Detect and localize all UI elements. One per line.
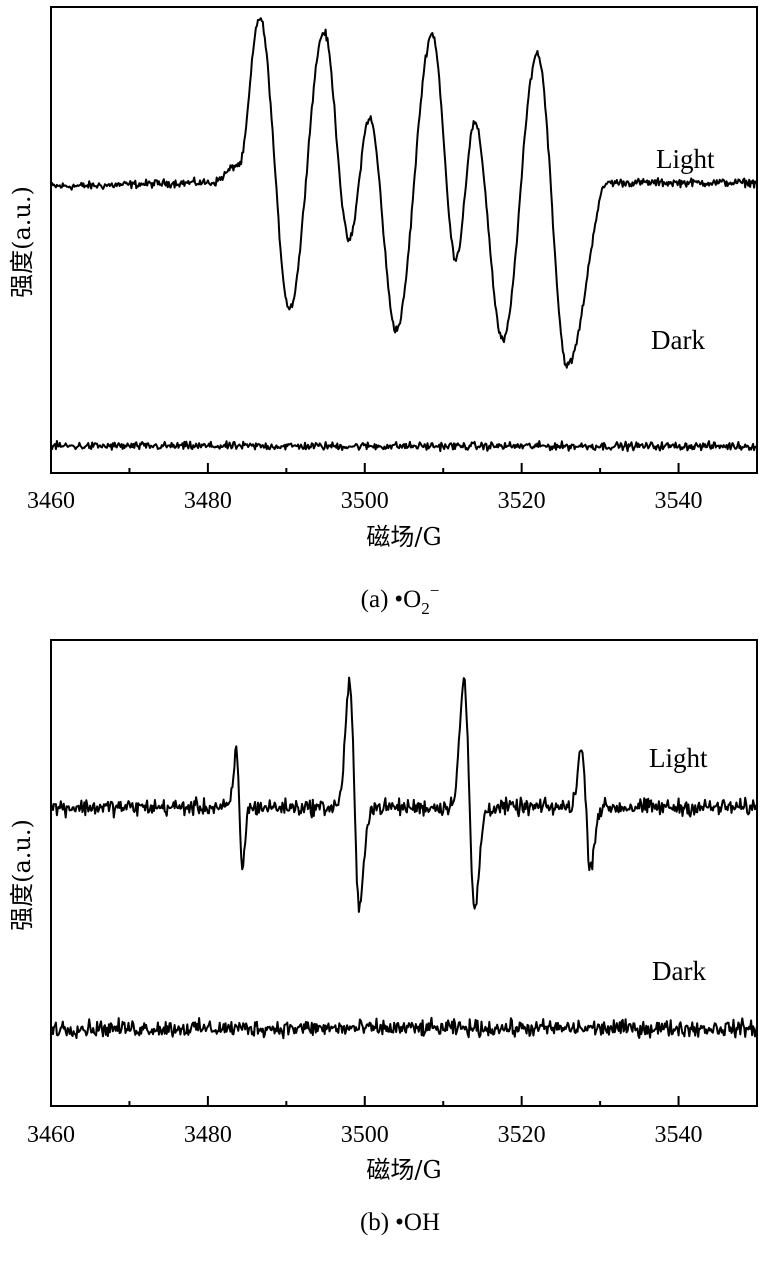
panel-caption: (b) •OH [360, 1209, 440, 1236]
x-tick-label: 3540 [655, 1122, 703, 1148]
caption-species: O [403, 586, 421, 613]
x-tick-label: 3500 [341, 1122, 389, 1148]
plot-frame [50, 6, 758, 474]
caption-species: OH [404, 1209, 440, 1236]
series-label-light: Light [649, 743, 708, 773]
x-axis-label: 磁场/G [366, 523, 441, 551]
x-tick-label: 3480 [184, 488, 232, 514]
chart-panel-b: 3460 3480 3500 3520 3540 磁场/G 强度(a.u.) Light Dar… [8, 639, 758, 1236]
series-line-dark [50, 440, 758, 453]
x-tick-label: 3540 [655, 488, 703, 514]
caption-bullet: • [394, 586, 403, 613]
chart-panel-a: 3460 3480 3500 3520 3540 磁场/G 强度(a.u.) Light Dar… [8, 6, 758, 618]
series-line-dark [50, 1016, 758, 1040]
series-line-light [50, 676, 758, 913]
series-label-light: Light [656, 144, 715, 174]
caption-superscript: − [430, 581, 440, 600]
x-tick-label: 3460 [27, 488, 75, 514]
series-line-light [50, 17, 758, 369]
x-tick-label: 3480 [184, 1122, 232, 1148]
caption-label: (b) [360, 1209, 389, 1236]
y-axis-label: 强度(a.u.) [8, 819, 36, 931]
x-tick-label: 3460 [27, 1122, 75, 1148]
y-axis-label: 强度(a.u.) [8, 186, 36, 298]
caption-label: (a) [361, 586, 389, 613]
x-axis-label: 磁场/G [366, 1156, 441, 1184]
x-tick-label: 3520 [498, 488, 546, 514]
caption-bullet: • [395, 1209, 404, 1236]
x-tick-label: 3520 [498, 1122, 546, 1148]
caption-subscript: 2 [421, 599, 430, 618]
x-tick-label: 3500 [341, 488, 389, 514]
series-label-dark: Dark [651, 325, 705, 355]
series-label-dark: Dark [652, 956, 706, 986]
panel-caption: (a) •O2− [361, 581, 440, 618]
plot-frame [50, 639, 758, 1107]
